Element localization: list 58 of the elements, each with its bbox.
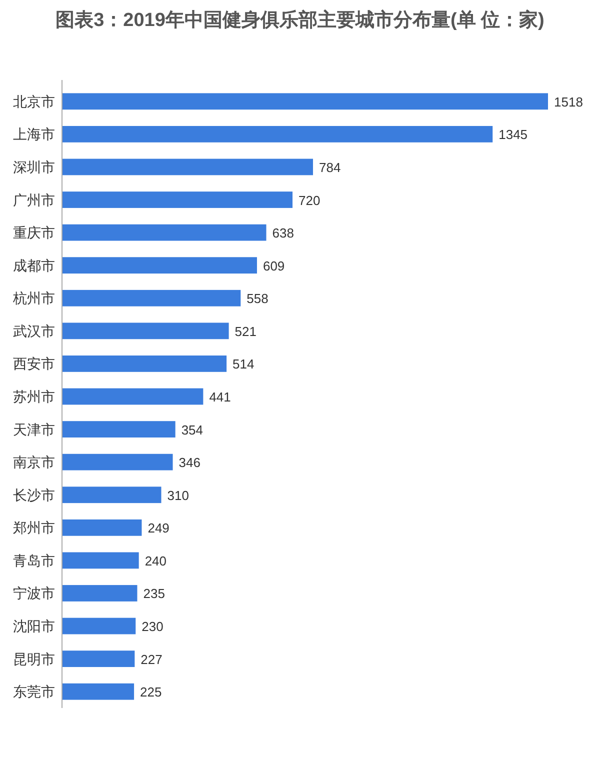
chart-title: 图表3：2019年中国健身俱乐部主要城市分布量(单 位：家)	[54, 8, 546, 33]
data-label: 441	[209, 390, 231, 404]
data-label: 235	[143, 586, 165, 602]
y-tick-label: 郑州市	[13, 520, 55, 536]
bar	[62, 388, 204, 405]
data-label: 310	[167, 488, 189, 503]
data-label: 346	[178, 455, 200, 470]
data-label: 638	[272, 226, 294, 241]
y-tick-label: 苏州市	[13, 388, 55, 404]
y-tick-label: 宁波市	[13, 585, 55, 602]
data-label: 240	[144, 553, 167, 568]
data-label: 514	[232, 356, 254, 372]
bar	[62, 421, 176, 438]
bar	[62, 224, 266, 241]
y-tick-label: 重庆市	[13, 224, 55, 241]
bar	[62, 618, 136, 634]
data-label: 720	[298, 192, 320, 208]
bar	[62, 322, 229, 340]
data-label: 225	[140, 684, 162, 700]
data-label: 558	[246, 291, 268, 306]
data-label: 227	[140, 652, 162, 667]
y-tick-label: 成都市	[13, 257, 55, 274]
data-label: 521	[234, 324, 257, 339]
bar	[62, 454, 173, 470]
data-label: 1518	[554, 94, 583, 110]
y-tick-label: 北京市	[13, 93, 55, 110]
y-tick-label: 杭州市	[12, 290, 55, 306]
data-label: 609	[262, 258, 285, 274]
bar	[62, 519, 142, 536]
y-tick-label: 沈阳市	[13, 618, 55, 634]
bar	[62, 356, 227, 372]
data-label: 230	[142, 619, 164, 634]
data-label: 784	[319, 160, 341, 175]
data-label: 354	[181, 422, 204, 438]
y-tick-label: 武汉市	[13, 322, 55, 339]
bar	[62, 290, 241, 306]
y-tick-label: 东莞市	[13, 684, 55, 700]
bar	[62, 257, 257, 274]
bar	[62, 486, 162, 504]
bar	[62, 683, 134, 700]
bar	[62, 585, 138, 602]
y-tick-label: 西安市	[13, 356, 55, 372]
y-tick-label: 上海市	[13, 126, 55, 142]
y-tick-label: 广州市	[13, 192, 55, 208]
data-label: 1345	[498, 127, 528, 142]
y-tick-label: 天津市	[13, 421, 55, 438]
bar	[62, 552, 139, 569]
bar	[62, 158, 314, 176]
y-tick-label: 长沙市	[13, 486, 55, 503]
bar	[62, 192, 293, 208]
bar	[62, 93, 548, 110]
y-tick-label: 青岛市	[13, 552, 55, 568]
y-tick-label: 南京市	[13, 454, 55, 470]
data-label: 249	[148, 520, 170, 536]
y-tick-label: 昆明市	[13, 650, 55, 667]
y-tick-label: 深圳市	[13, 158, 55, 175]
bar	[62, 650, 135, 668]
bar	[62, 126, 493, 142]
